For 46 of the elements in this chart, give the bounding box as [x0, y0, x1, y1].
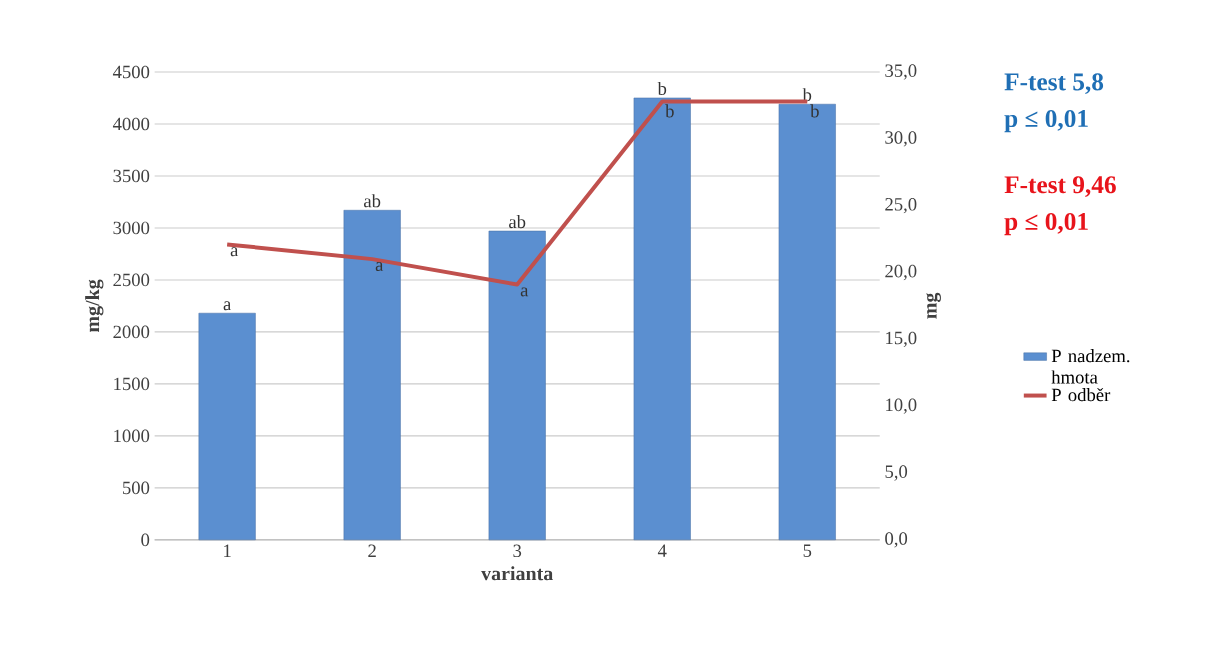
bar [198, 313, 256, 541]
data-label: b [810, 104, 819, 118]
y2-axis-title: mg [926, 292, 941, 319]
x-tick-label: 5 [803, 544, 812, 558]
y2-tick-label: 0,0 [885, 532, 908, 548]
bar [633, 97, 691, 541]
legend-label: P odběr [1051, 388, 1111, 402]
y2-tick-label: 20,0 [885, 264, 917, 281]
y2-tick-label: 35,0 [885, 64, 917, 80]
bar [343, 210, 401, 541]
y-tick-label: 1500 [114, 377, 150, 391]
y-tick-label: 3500 [113, 169, 150, 183]
y-tick-label: 1000 [114, 429, 150, 443]
text: p ≤ 0,01 [1004, 213, 1088, 236]
text: p ≤ 0,01 [1004, 110, 1088, 133]
y2-tick-label: 5,0 [885, 465, 908, 481]
text: F-test 9,46 [1004, 176, 1116, 198]
data-label: a [230, 247, 239, 257]
data-label: a [223, 301, 232, 311]
x-axis-title: varianta [481, 566, 553, 581]
y2-tick-label: 25,0 [885, 198, 917, 214]
data-label: a [520, 287, 529, 297]
y-tick-label: 2500 [113, 273, 150, 287]
bar [488, 230, 546, 541]
x-tick-label: 4 [657, 544, 667, 557]
y2-tick-label: 30,0 [885, 131, 917, 147]
data-label: a [375, 262, 384, 272]
bar [778, 104, 836, 541]
y2-tick-label: 10,0 [886, 398, 917, 414]
x-tick-label: 1 [224, 544, 231, 557]
data-label: b [665, 104, 674, 118]
text: F-test 5,8 [1004, 73, 1104, 95]
y-tick-label: 4000 [112, 117, 150, 131]
y-tick-label: 2000 [113, 325, 150, 339]
data-label: b [657, 81, 667, 96]
y-tick-label: 3000 [113, 221, 150, 235]
y2-tick-label: 15,0 [886, 331, 917, 348]
y-tick-label: 4500 [112, 65, 150, 79]
y-axis-title: mg/kg [85, 279, 104, 333]
data-label: ab [364, 194, 381, 208]
y-tick-label: 500 [123, 481, 150, 495]
legend-label: P nadzem. hmota [1051, 349, 1130, 384]
y-tick-label: 0 [141, 533, 150, 547]
data-label: ab [509, 215, 526, 229]
x-tick-label: 3 [513, 544, 522, 558]
x-tick-label: 2 [368, 544, 376, 558]
